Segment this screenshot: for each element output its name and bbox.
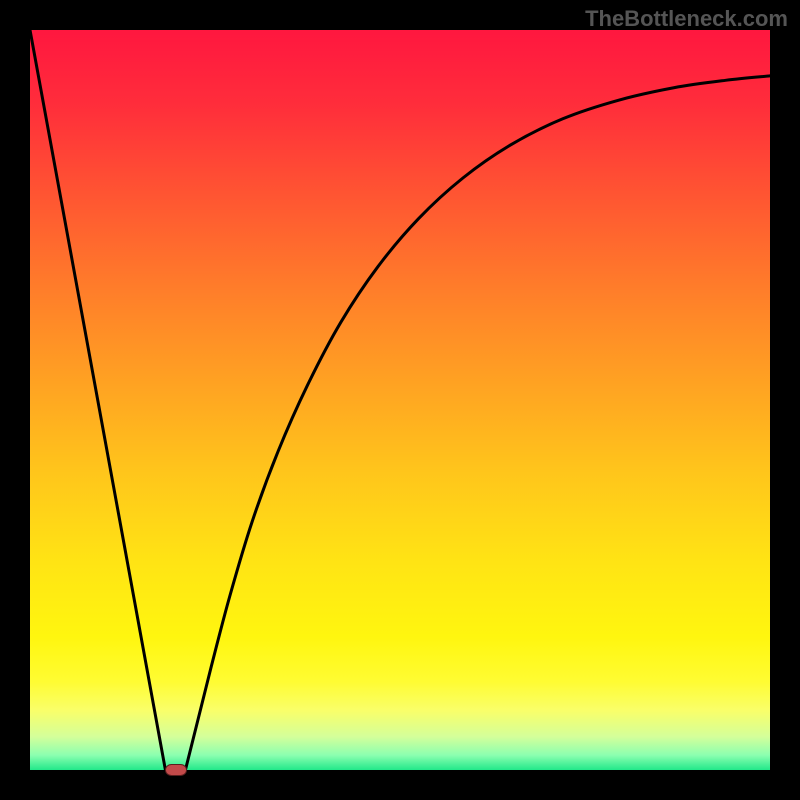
curve-layer [30, 30, 770, 770]
plot-area [30, 30, 770, 770]
bottleneck-curve [30, 30, 770, 770]
chart-container: TheBottleneck.com [0, 0, 800, 800]
optimal-point-marker [165, 764, 187, 776]
attribution-text: TheBottleneck.com [585, 6, 788, 32]
